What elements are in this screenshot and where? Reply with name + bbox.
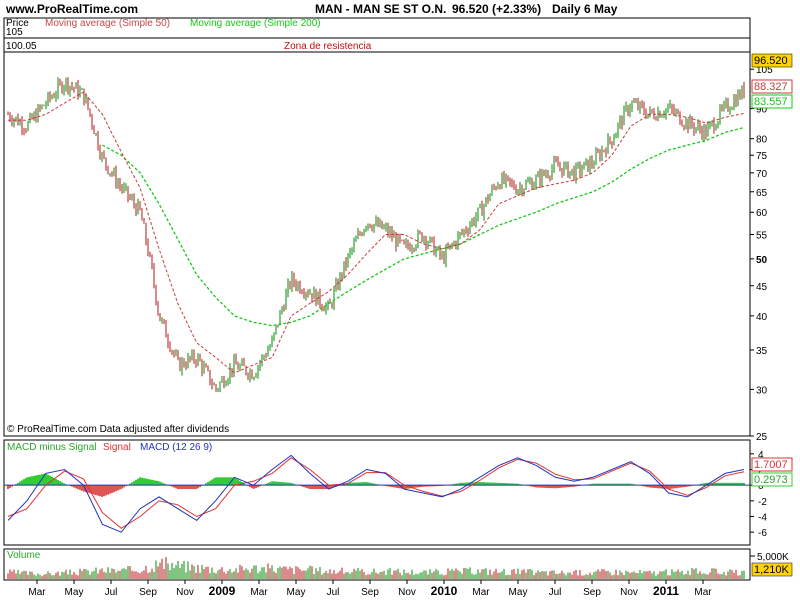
legend-sma50: Moving average (Simple 50) (45, 18, 170, 29)
price-tick-label: 40 (756, 312, 768, 323)
macd-histogram (7, 473, 745, 497)
ticker-title: MAN - MAN SE ST O.N. (315, 2, 447, 16)
x-tick-label: Sep (139, 587, 157, 598)
price-tick-label: 35 (756, 346, 768, 357)
last-quote: 96.520 (+2.33%) (452, 2, 542, 16)
x-tick-label: Nov (176, 587, 194, 598)
sma50-line (8, 91, 745, 374)
price-tick-label: 45 (756, 282, 768, 293)
price-tick-label: 60 (756, 208, 768, 219)
x-tick-label: Mar (472, 587, 490, 598)
price-tick-label: 80 (756, 135, 768, 146)
legend-price: Price (6, 18, 29, 29)
x-tick-label: Jul (327, 587, 340, 598)
macd-tick-label: -2 (758, 497, 767, 508)
x-tick-label: Nov (620, 587, 638, 598)
x-tick-label: May (287, 587, 306, 598)
macd-tick-label: -4 (758, 513, 767, 524)
level-label-lower: 100.05 (6, 41, 37, 52)
x-tick-label: Mar (694, 587, 712, 598)
last-price-box: 96.520 (751, 53, 793, 68)
macd-hist-value-box: 0.2973 (751, 472, 793, 487)
legend-macd-hist: MACD minus Signal (7, 442, 96, 453)
chart-header: www.ProRealTime.com MAN - MAN SE ST O.N.… (0, 0, 800, 18)
x-axis: Mar May Jul Sep Nov 2009 Mar May Jul Sep Nov 2010 Ma… (28, 580, 712, 598)
x-tick-label: May (509, 587, 528, 598)
macd-signal-value: 1.7007 (754, 459, 788, 471)
macd-signal-line (7, 457, 745, 529)
price-tick-label: 75 (756, 151, 768, 162)
x-tick-label: Mar (250, 587, 268, 598)
price-tick-label: 30 (756, 385, 768, 396)
legend-sma200: Moving average (Simple 200) (190, 18, 321, 29)
price-tick-label: 65 (756, 188, 768, 199)
macd-tick-label: 0 (758, 481, 764, 492)
x-tick-label: 2011 (653, 584, 679, 598)
volume-scale-label: 5,000K (757, 552, 789, 563)
volume-last-value-box: 1,210K (751, 562, 793, 577)
legend-macd-signal: Signal (103, 442, 131, 453)
period-label: Daily 6 May (552, 2, 618, 16)
site-name[interactable]: www.ProRealTime.com (6, 2, 139, 16)
price-panel[interactable] (3, 17, 751, 437)
level-label-upper: 105 (6, 27, 23, 38)
x-tick-label: Sep (361, 587, 379, 598)
resistance-zone-label: Zona de resistencia (284, 41, 372, 52)
volume-bars (7, 557, 745, 579)
macd-tick-label: 4 (758, 450, 764, 461)
price-tick-label: 25 (756, 432, 768, 443)
sma50-value: 88.327 (754, 81, 788, 93)
macd-panel[interactable] (3, 439, 751, 546)
sma200-value-box: 83.557 (751, 94, 793, 109)
price-bars (7, 77, 745, 393)
x-tick-label: 2010 (431, 584, 458, 598)
macd-line (7, 454, 745, 533)
x-tick-label: Sep (583, 587, 601, 598)
price-tick-label: 70 (756, 169, 768, 180)
sma50-value-box: 88.327 (751, 79, 793, 94)
price-tick-label: 90 (756, 105, 768, 116)
x-tick-label: May (65, 587, 84, 598)
macd-signal-value-box: 1.7007 (751, 457, 793, 472)
last-price-value: 96.520 (754, 55, 788, 67)
sma200-value: 83.557 (754, 96, 788, 108)
footer-note: © ProRealTime.com Data adjusted after di… (7, 424, 229, 435)
x-tick-label: Mar (28, 587, 46, 598)
legend-macd: MACD (12 26 9) (140, 442, 212, 453)
price-axis: 25 30 35 40 45 50 55 60 65 70 75 80 90 105 (750, 65, 773, 443)
x-tick-label: Nov (398, 587, 416, 598)
price-tick-label: 105 (756, 65, 773, 76)
x-tick-label: Jul (105, 587, 118, 598)
x-tick-label: Jul (549, 587, 562, 598)
sma200-line (102, 126, 745, 327)
legend-volume: Volume (7, 550, 41, 561)
x-tick-label: 2009 (209, 584, 236, 598)
macd-tick-label: -6 (758, 528, 767, 539)
price-tick-label: 50 (756, 255, 768, 266)
price-tick-label: 55 (756, 230, 768, 241)
volume-last-value: 1,210K (754, 564, 790, 576)
macd-hist-value: 0.2973 (754, 474, 788, 486)
